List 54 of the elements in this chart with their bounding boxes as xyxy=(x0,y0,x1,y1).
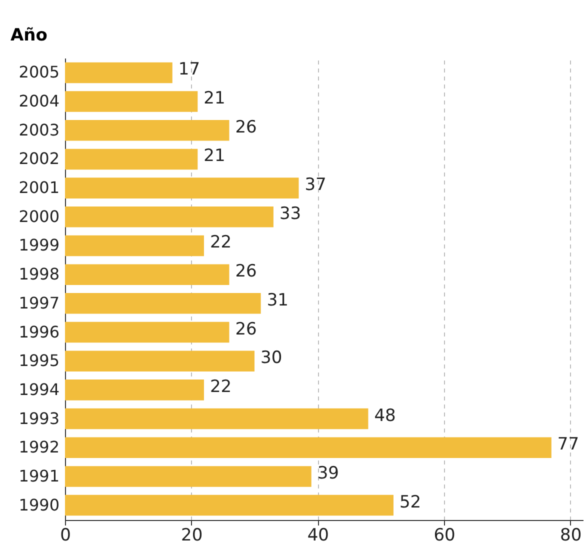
y-tick-label: 1994 xyxy=(18,380,60,399)
bar xyxy=(65,178,299,198)
x-tick-label: 0 xyxy=(60,526,71,546)
bar xyxy=(65,322,230,343)
bar xyxy=(65,466,312,487)
y-tick-label: 1999 xyxy=(18,236,60,255)
y-tick-label: 2005 xyxy=(18,62,60,82)
bar xyxy=(65,91,198,112)
data-label: 39 xyxy=(317,463,340,484)
y-tick-label: 1995 xyxy=(18,351,60,370)
bar xyxy=(65,235,204,256)
y-tick-label: 2003 xyxy=(18,120,60,140)
y-tick-label: 1998 xyxy=(18,264,60,284)
bar xyxy=(65,264,230,285)
x-tick-label: 80 xyxy=(560,526,582,546)
y-tick-label: 1991 xyxy=(18,466,60,486)
x-tick-label: 60 xyxy=(434,526,456,546)
data-label: 26 xyxy=(235,262,257,282)
y-tick-label: 1992 xyxy=(18,438,60,457)
bar xyxy=(65,120,230,141)
x-tick-label: 20 xyxy=(181,526,203,546)
data-label: 37 xyxy=(304,175,326,196)
bar xyxy=(65,206,274,228)
x-tick-label: 40 xyxy=(307,526,330,546)
bar xyxy=(65,293,261,314)
data-label: 52 xyxy=(399,492,422,512)
y-tick-label: 1990 xyxy=(18,495,60,514)
y-tick-label: 2002 xyxy=(18,149,60,168)
y-tick-label: 1993 xyxy=(18,408,60,428)
data-label: 77 xyxy=(557,434,580,455)
y-tick-label: 2001 xyxy=(18,178,60,198)
bar xyxy=(65,437,552,458)
data-label: 30 xyxy=(260,348,282,368)
data-label: 22 xyxy=(210,232,232,253)
data-label: 21 xyxy=(204,88,226,109)
data-label: 17 xyxy=(178,60,200,80)
y-tick-label: 1997 xyxy=(18,293,60,312)
y-tick-label: 2000 xyxy=(18,206,60,226)
bar xyxy=(65,148,198,170)
data-label: 26 xyxy=(235,319,257,340)
data-label: 48 xyxy=(374,406,396,426)
y-tick-label: 2004 xyxy=(18,92,60,111)
bar xyxy=(65,494,394,516)
data-label: 26 xyxy=(235,117,257,138)
bar xyxy=(65,62,172,84)
data-label: 22 xyxy=(210,376,232,397)
data-label: 33 xyxy=(279,204,302,224)
y-axis-title: Año xyxy=(10,26,48,46)
data-label: 21 xyxy=(204,146,226,166)
bar xyxy=(65,408,368,430)
data-label: 31 xyxy=(266,290,288,310)
bar xyxy=(65,350,255,372)
bar xyxy=(65,380,204,400)
y-tick-label: 1996 xyxy=(18,322,60,342)
